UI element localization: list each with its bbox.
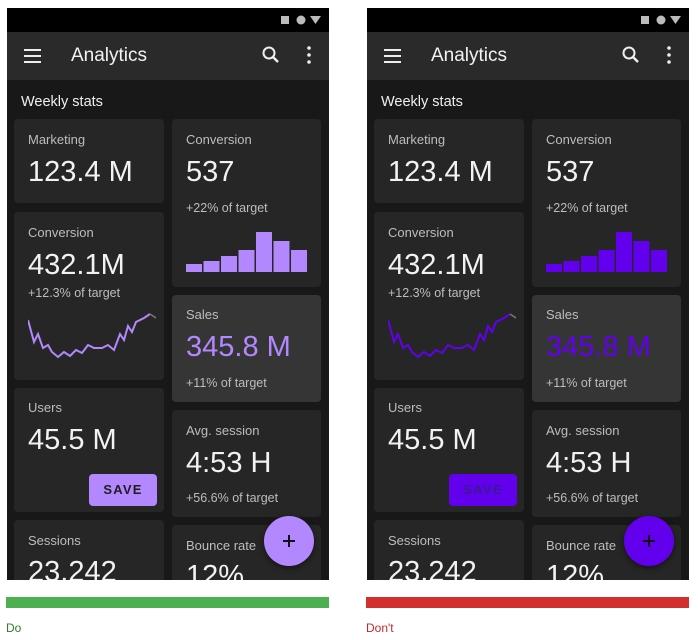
card-label: Bounce rate — [186, 538, 257, 553]
card-label: Marketing — [388, 132, 446, 147]
card-label: Sessions — [28, 533, 81, 548]
card-value: 12% — [546, 560, 605, 580]
save-button[interactable]: SAVE — [449, 474, 517, 506]
card-note: +11% of target — [546, 376, 627, 390]
fab-icon — [283, 535, 295, 547]
card-value: 537 — [546, 156, 595, 188]
card-value: 23,242 — [28, 556, 117, 580]
status-bar — [7, 8, 329, 32]
verdict-bar — [366, 597, 689, 608]
app-bar-icons — [384, 46, 671, 64]
card-note: +56.6% of target — [186, 491, 279, 505]
card-value: 23,242 — [388, 556, 477, 580]
stat-card: Sessions 23,242 — [14, 520, 164, 580]
verdict-bar — [6, 597, 329, 608]
phone-screen: Analytics Weekly stats Marketing 123.4 M… — [7, 8, 329, 580]
stat-card: Sessions 23,242 — [374, 520, 524, 580]
card-value: 45.5 M — [28, 424, 117, 456]
verdict-caption: Do — [6, 621, 22, 635]
app-bar: Analytics — [367, 32, 689, 80]
card-value: 432.1M — [28, 249, 125, 281]
card-note: +22% of target — [186, 201, 268, 215]
status-icons — [281, 15, 321, 25]
app-title: Analytics — [71, 45, 148, 66]
card-label: Avg. session — [186, 423, 260, 438]
card-label: Users — [28, 400, 62, 415]
stat-card: Sales 345.8 M +11% of target — [532, 295, 681, 402]
stat-card: Users 45.5 M SAVE — [374, 388, 524, 512]
fab-icon — [643, 535, 655, 547]
bar-chart — [546, 232, 667, 272]
app-bar: Analytics — [7, 32, 329, 80]
stat-card: Avg. session 4:53 H +56.6% of target — [172, 410, 321, 517]
save-button[interactable]: SAVE — [89, 474, 157, 506]
card-label: Users — [388, 400, 422, 415]
stat-card: Marketing 123.4 M — [374, 119, 524, 203]
phone-screen: Analytics Weekly stats Marketing 123.4 M… — [367, 8, 689, 580]
card-label: Sales — [186, 307, 219, 322]
card-value: 4:53 H — [546, 447, 632, 479]
sparkline — [388, 313, 517, 359]
bar-chart — [186, 232, 307, 272]
app-title: Analytics — [431, 45, 508, 66]
card-value: 537 — [186, 156, 235, 188]
card-value: 345.8 M — [186, 331, 291, 363]
section-title: Weekly stats — [381, 94, 463, 110]
card-label: Marketing — [28, 132, 86, 147]
card-note: +12.3% of target — [28, 286, 121, 300]
card-value: 4:53 H — [186, 447, 272, 479]
card-value: 123.4 M — [28, 156, 133, 188]
verdict-caption: Don't — [366, 621, 394, 635]
app-bar-icons — [24, 46, 311, 64]
stat-card: Conversion 537 +22% of target — [172, 119, 321, 287]
card-value: 432.1M — [388, 249, 485, 281]
card-value: 345.8 M — [546, 331, 651, 363]
stat-card: Conversion 432.1M +12.3% of target — [14, 212, 164, 380]
sparkline — [28, 313, 157, 359]
stat-card: Sales 345.8 M +11% of target — [172, 295, 321, 402]
section-title: Weekly stats — [21, 94, 103, 110]
card-label: Conversion — [546, 132, 612, 147]
card-label: Sales — [546, 307, 579, 322]
card-label: Bounce rate — [546, 538, 617, 553]
stat-card: Users 45.5 M SAVE — [14, 388, 164, 512]
status-bar — [367, 8, 689, 32]
card-note: +22% of target — [546, 201, 628, 215]
card-note: +12.3% of target — [388, 286, 481, 300]
stat-card: Conversion 432.1M +12.3% of target — [374, 212, 524, 380]
stat-card: Avg. session 4:53 H +56.6% of target — [532, 410, 681, 517]
status-icons — [641, 15, 681, 25]
fab[interactable] — [624, 516, 674, 566]
card-note: +11% of target — [186, 376, 267, 390]
card-label: Conversion — [186, 132, 252, 147]
fab[interactable] — [264, 516, 314, 566]
card-value: 123.4 M — [388, 156, 493, 188]
stat-card: Conversion 537 +22% of target — [532, 119, 681, 287]
card-label: Sessions — [388, 533, 441, 548]
card-label: Conversion — [388, 225, 454, 240]
card-value: 45.5 M — [388, 424, 477, 456]
card-label: Conversion — [28, 225, 94, 240]
card-label: Avg. session — [546, 423, 620, 438]
card-note: +56.6% of target — [546, 491, 639, 505]
card-value: 12% — [186, 560, 245, 580]
stat-card: Marketing 123.4 M — [14, 119, 164, 203]
